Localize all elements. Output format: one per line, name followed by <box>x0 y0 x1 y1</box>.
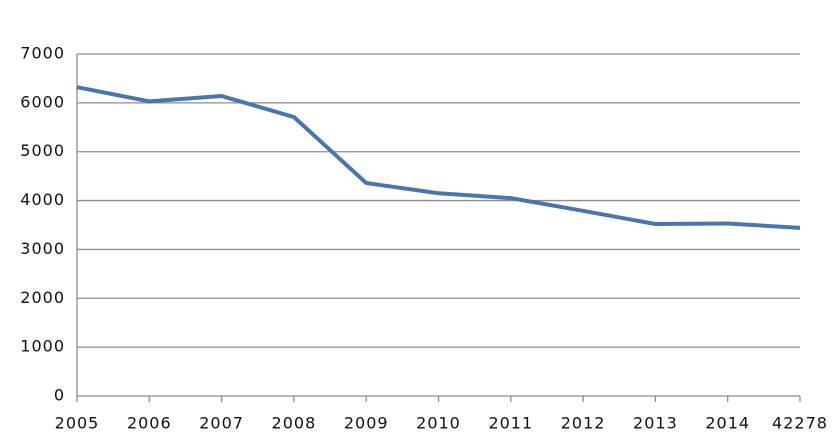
x-tick-label: 2013 <box>633 414 678 433</box>
y-tick-label: 1000 <box>20 337 65 356</box>
y-tick-label: 7000 <box>20 44 65 63</box>
y-tick-label: 4000 <box>20 190 65 209</box>
x-tick-label: 2009 <box>344 414 389 433</box>
x-tick-label: 2006 <box>127 414 172 433</box>
y-tick-label: 3000 <box>20 239 65 258</box>
x-tick-label: 42278 <box>772 414 828 433</box>
y-tick-label: 5000 <box>20 141 65 160</box>
x-tick-label: 2012 <box>561 414 606 433</box>
line <box>76 85 801 230</box>
y-tick-label: 0 <box>54 386 65 405</box>
x-tick-label: 2011 <box>488 414 533 433</box>
y-tick-label: 2000 <box>20 288 65 307</box>
y-tick-label: 6000 <box>20 92 65 111</box>
x-tick-label: 2007 <box>199 414 244 433</box>
x-tick-label: 2014 <box>705 414 750 433</box>
x-tick-label: 2005 <box>55 414 100 433</box>
x-tick-label: 2008 <box>272 414 317 433</box>
x-tick-label: 2010 <box>416 414 461 433</box>
